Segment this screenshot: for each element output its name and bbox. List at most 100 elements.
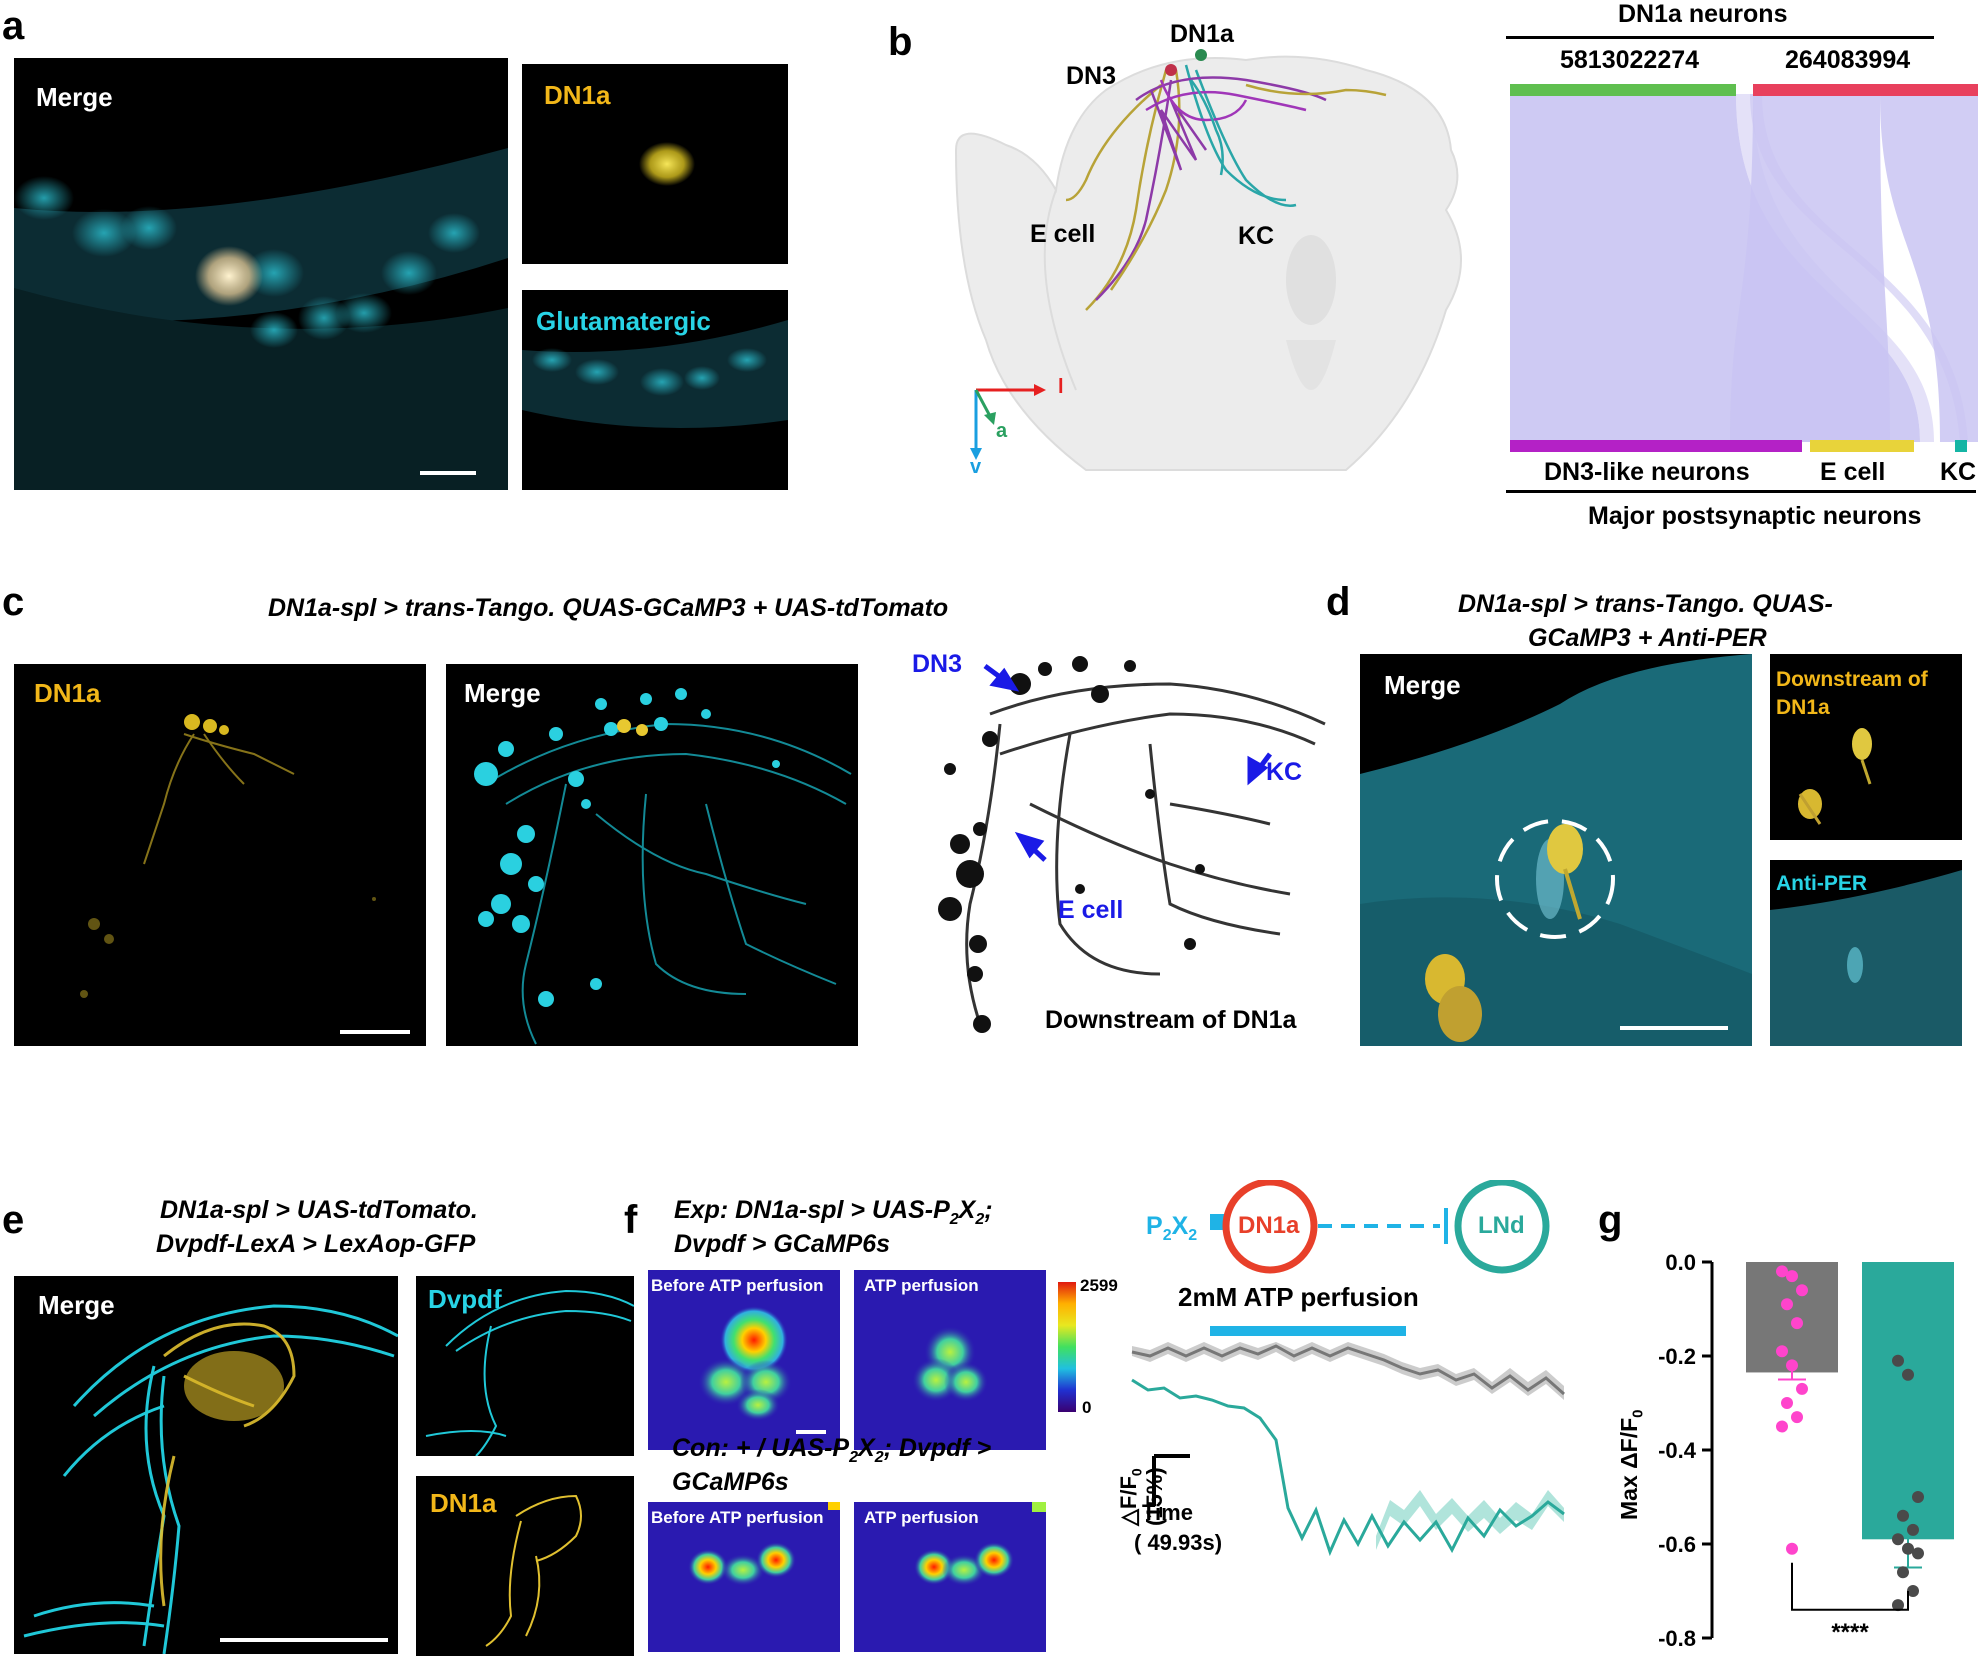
d-downstream-label-1: Downstream of [1776, 668, 1928, 691]
target-dn3-like: DN3-like neurons [1544, 458, 1750, 486]
panel-d-caption-2: GCaMP3 + Anti-PER [1528, 624, 1767, 652]
arrow-label-kc: KC [1266, 758, 1303, 786]
colorbar [1058, 1282, 1076, 1412]
data-point [1786, 1542, 1798, 1555]
scale-x-label-1: Time [1142, 1500, 1193, 1525]
atp-label-exp: ATP perfusion [864, 1276, 979, 1295]
e-dvpdf-micrograph [425, 1289, 634, 1456]
downstream-arrows [983, 663, 1272, 862]
panel-c-merge-image: Merge [446, 664, 858, 1046]
e-merge-label: Merge [38, 1290, 115, 1320]
target-kc: KC [1940, 458, 1977, 486]
sankey-svg [1510, 84, 1978, 452]
bar-chart: 0.0 -0.2 -0.4 -0.6 -0.8 **** Max ΔF/F0 [1600, 1230, 1978, 1670]
brain-label-dn3: DN3 [1066, 62, 1117, 90]
perfusion-bar [1210, 1326, 1406, 1336]
c-dn1a-micrograph [80, 714, 376, 998]
significance-bracket [1791, 1562, 1909, 1611]
dn1a-micrograph [639, 142, 695, 186]
d-downstream-micrograph [1798, 728, 1872, 825]
y-axis-label: Max ΔF/F0 [1616, 1409, 1647, 1521]
data-point [1912, 1547, 1924, 1560]
panel-d-letter: d [1326, 580, 1351, 624]
schematic-lnd-label: LNd [1478, 1212, 1525, 1239]
d-downstream-label-2: DN1a [1776, 696, 1830, 719]
axis-label-l: l [1058, 376, 1064, 398]
perfusion-label: 2mM ATP perfusion [1178, 1282, 1419, 1312]
panel-f-con-caption-2: GCaMP6s [672, 1468, 789, 1496]
heatmap-before-exp: Before ATP perfusion [648, 1270, 840, 1450]
y-tick-label: 0.0 [1665, 1250, 1696, 1275]
brain-svg [954, 49, 1462, 471]
panel-f-letter: f [624, 1198, 638, 1242]
d-merge-label: Merge [1384, 670, 1461, 700]
panel-g-letter: g [1598, 1198, 1623, 1242]
heatmap-atp-exp: ATP perfusion [854, 1270, 1046, 1450]
data-point [1776, 1420, 1788, 1433]
y-tick-label: -0.2 [1658, 1344, 1696, 1369]
colorbar-min: 0 [1082, 1398, 1092, 1417]
e-merge-micrograph [23, 1304, 398, 1654]
e-dvpdf-label: Dvpdf [428, 1284, 502, 1314]
p2x2-schematic: P2X2 DN1a LNd [1140, 1180, 1560, 1280]
scale-y-label: △F/F0 [1116, 1468, 1145, 1526]
data-point [1786, 1359, 1798, 1372]
c-merge-micrograph [474, 688, 852, 1045]
panel-d-antiper-image: Anti-PER [1770, 860, 1962, 1046]
e-dn1a-label: DN1a [430, 1488, 497, 1518]
panel-c-letter: c [2, 580, 25, 624]
data-point [1892, 1599, 1904, 1612]
schematic-dn1a-label: DN1a [1238, 1212, 1300, 1239]
data-point [1791, 1411, 1803, 1424]
data-point [1892, 1354, 1904, 1367]
bar-chart-svg: 0.0 -0.2 -0.4 -0.6 -0.8 **** [1658, 1250, 1954, 1651]
merge-micrograph [14, 148, 508, 490]
dn1a-label: DN1a [544, 80, 611, 110]
p2x2-text: P [1146, 1212, 1163, 1240]
y-axis-label-text: Max ΔF/F [1616, 1417, 1642, 1520]
source-id-1: 5813022274 [1560, 46, 1700, 74]
data-point [1902, 1542, 1914, 1555]
data-point [1776, 1345, 1788, 1358]
sankey-top-rule [1506, 36, 1934, 39]
panel-f-con-caption-1: Con: + / UAS-P2X2; Dvpdf > [672, 1434, 992, 1466]
c-merge-label: Merge [464, 678, 541, 708]
glutamatergic-micrograph [522, 320, 788, 428]
brain-label-kc: KC [1238, 222, 1275, 250]
before-label-exp: Before ATP perfusion [651, 1276, 824, 1295]
arrow-label-dn3: DN3 [912, 650, 963, 678]
con-caption-text: Con: + / UAS-P [672, 1434, 850, 1462]
panel-d-merge-image: Merge [1360, 654, 1752, 1046]
y-tick-label: -0.8 [1658, 1626, 1696, 1651]
e-dn1a-micrograph [485, 1494, 582, 1647]
y-tick-label: -0.6 [1658, 1532, 1696, 1557]
data-point [1776, 1265, 1788, 1278]
brain-reconstruction: DN1a DN3 E cell KC l a v [946, 10, 1486, 490]
target-ecell: E cell [1820, 458, 1886, 486]
colorbar-max: 2599 [1080, 1276, 1118, 1295]
d-antiper-label: Anti-PER [1776, 872, 1867, 895]
significance-label: **** [1831, 1619, 1869, 1646]
data-point [1781, 1298, 1793, 1311]
data-point [1912, 1491, 1924, 1503]
data-point [1907, 1585, 1919, 1597]
traces: △F/F0 (15%) Time ( 49.93s) [1116, 1340, 1570, 1580]
data-point [1791, 1317, 1803, 1330]
axis-label-v: v [970, 456, 982, 478]
sankey-bottom-title: Major postsynaptic neurons [1588, 502, 1922, 530]
data-point [1796, 1382, 1808, 1395]
atp-label-con: ATP perfusion [864, 1508, 979, 1527]
panel-e-dvpdf-image: Dvpdf [416, 1276, 634, 1456]
data-point [1892, 1533, 1904, 1546]
heatmap-before-con-svg [688, 1502, 840, 1586]
data-point [1796, 1284, 1808, 1297]
panel-c-dn1a-image: DN1a [14, 664, 426, 1046]
e-scale-bar [220, 1638, 388, 1642]
scale-bar [420, 471, 476, 475]
panel-e-letter: e [2, 1198, 25, 1242]
brain-label-ecell: E cell [1030, 220, 1096, 248]
scale-x-label-2: ( 49.93s) [1134, 1530, 1223, 1555]
d-merge-micrograph [1360, 654, 1752, 1046]
sankey-bottom-rule [1506, 490, 1976, 493]
data-point [1897, 1566, 1909, 1579]
